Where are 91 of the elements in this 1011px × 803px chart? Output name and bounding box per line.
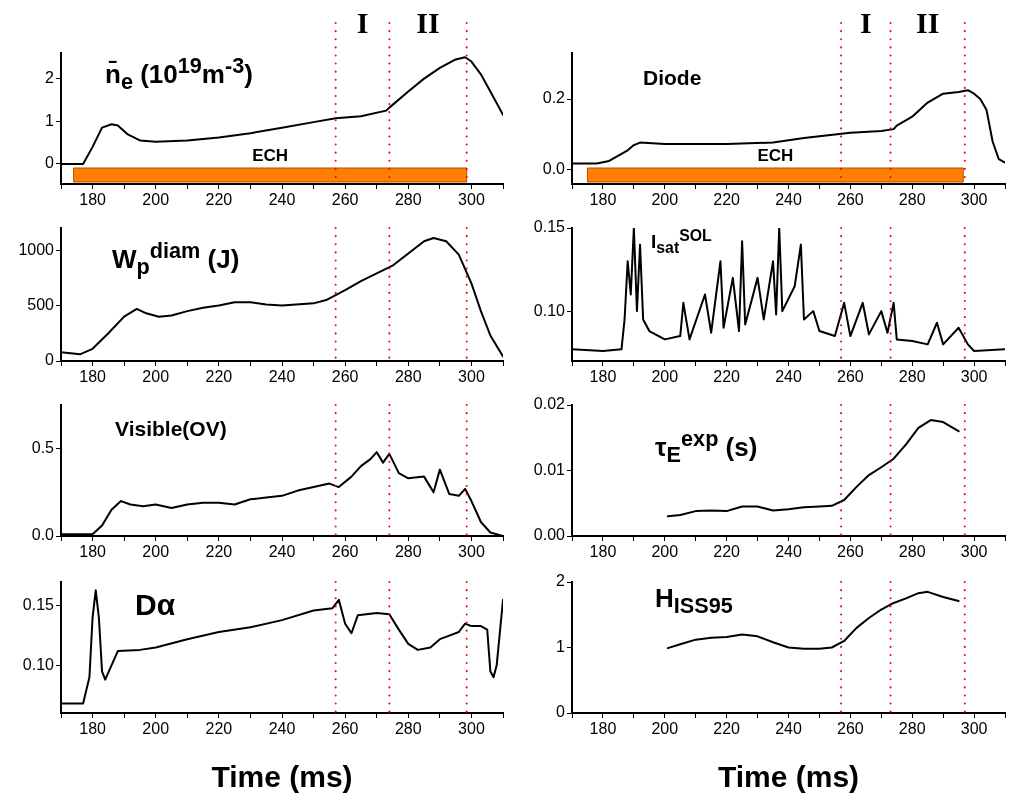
x-tick-label: 300 — [458, 720, 485, 738]
x-tick-label: 220 — [713, 191, 741, 209]
x-axis-title: Time (ms) — [717, 760, 860, 794]
y-tick-label: 1 — [45, 111, 55, 129]
chart-title: Dα — [135, 588, 176, 621]
x-tick-label: 240 — [775, 543, 802, 561]
x-tick-label: 260 — [331, 191, 359, 209]
x-tick-label: 300 — [960, 543, 988, 561]
y-tick-label: 2 — [45, 69, 55, 87]
y-tick-label: 0.01 — [533, 460, 566, 478]
x-tick-label: 240 — [268, 720, 296, 738]
x-tick-label: 220 — [205, 191, 233, 209]
y-tick-label: 0.2 — [542, 89, 566, 107]
x-tick-label: 240 — [268, 191, 296, 209]
y-tick-label: 0.15 — [22, 596, 55, 614]
band-label: ECH — [757, 146, 794, 166]
y-tick-label: 0 — [45, 351, 55, 369]
x-tick-label: 220 — [713, 368, 741, 386]
y-tick-label: 0.0 — [31, 526, 55, 544]
text: Diode — [643, 66, 702, 89]
text: I — [356, 6, 369, 39]
x-tick-label: 180 — [79, 191, 107, 209]
y-tick-label: 2 — [556, 572, 566, 590]
x-tick-label: 280 — [898, 543, 926, 561]
x-tick-label: 240 — [268, 368, 296, 386]
text: W$_{p}$$^{diam}$ (J) — [112, 238, 240, 279]
y-tick-label: 1000 — [18, 240, 55, 258]
x-tick-label: 300 — [458, 543, 485, 561]
x-tick-label: 260 — [331, 543, 359, 561]
x-tick-label: 260 — [331, 720, 359, 738]
x-tick-label: 280 — [394, 543, 422, 561]
y-tick-label: 0.10 — [22, 655, 55, 673]
x-tick-label: 200 — [651, 191, 679, 209]
x-tick-label: 180 — [589, 191, 617, 209]
chart-title: n̄$_{e}$ (10$^{19}$m$^{-3}$) — [105, 53, 253, 94]
x-tick-label: 220 — [713, 720, 741, 738]
text: Visible(OV) — [115, 417, 227, 440]
x-tick-label: 300 — [458, 191, 485, 209]
text: I — [859, 6, 872, 39]
x-tick-label: 200 — [651, 543, 679, 561]
x-tick-label: 200 — [142, 368, 170, 386]
x-tick-label: 220 — [205, 543, 233, 561]
x-tick-label: 200 — [142, 191, 170, 209]
x-tick-label: 260 — [837, 543, 864, 561]
y-tick-label: 0 — [45, 154, 55, 172]
y-tick-label: 500 — [27, 295, 55, 313]
x-tick-label: 180 — [79, 368, 107, 386]
text: τ$_{E}$$^{exp}$ (s) — [655, 426, 758, 467]
text: II — [416, 6, 440, 39]
x-tick-label: 280 — [898, 191, 926, 209]
y-tick-label: 0.02 — [533, 395, 566, 413]
y-tick-label: 0.00 — [533, 526, 566, 544]
x-tick-label: 260 — [331, 368, 359, 386]
x-tick-label: 280 — [898, 368, 926, 386]
y-tick-label: 0.15 — [533, 218, 566, 236]
chart-title: H$_{ISS95}$ — [655, 583, 733, 619]
x-tick-label: 180 — [79, 720, 107, 738]
x-axis-title: Time (ms) — [211, 760, 353, 794]
x-tick-label: 240 — [775, 191, 802, 209]
x-tick-label: 240 — [775, 368, 802, 386]
y-tick-label: 0.0 — [542, 160, 566, 178]
y-tick-label: 1 — [556, 637, 566, 655]
x-tick-label: 240 — [268, 543, 296, 561]
y-tick-label: 0.5 — [31, 439, 55, 457]
x-tick-label: 180 — [589, 543, 617, 561]
x-tick-label: 200 — [142, 720, 170, 738]
x-tick-label: 180 — [589, 368, 617, 386]
x-tick-label: 280 — [394, 720, 422, 738]
y-tick-label: 0.10 — [533, 301, 566, 319]
x-tick-label: 280 — [394, 191, 422, 209]
x-tick-label: 280 — [394, 368, 422, 386]
x-tick-label: 220 — [205, 368, 233, 386]
x-tick-label: 180 — [589, 720, 617, 738]
x-tick-label: 300 — [458, 368, 485, 386]
x-tick-label: 300 — [960, 191, 988, 209]
x-tick-label: 240 — [775, 720, 802, 738]
y-tick-label: 0 — [556, 703, 566, 721]
x-tick-label: 260 — [837, 720, 864, 738]
x-tick-label: 300 — [960, 720, 988, 738]
x-tick-label: 200 — [142, 543, 170, 561]
x-tick-label: 300 — [960, 368, 988, 386]
text: II — [916, 6, 940, 39]
x-tick-label: 200 — [651, 368, 679, 386]
x-tick-label: 280 — [898, 720, 926, 738]
x-tick-label: 260 — [837, 368, 864, 386]
x-tick-label: 260 — [837, 191, 864, 209]
x-tick-label: 220 — [713, 543, 741, 561]
x-tick-label: 200 — [651, 720, 679, 738]
band-label: ECH — [252, 146, 289, 166]
x-tick-label: 180 — [79, 543, 107, 561]
x-tick-label: 220 — [205, 720, 233, 738]
